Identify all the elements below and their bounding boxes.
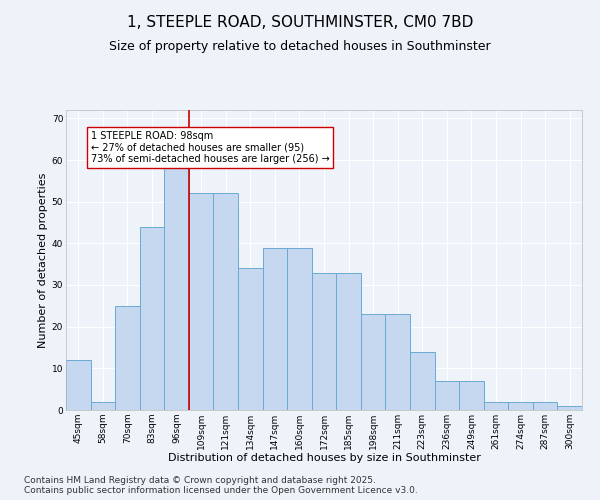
Bar (214, 194, 238, 410)
Bar (336, 272, 361, 410)
Bar (115, 306, 140, 410)
Bar (459, 381, 484, 410)
Bar (66, 360, 91, 410)
Bar (263, 248, 287, 410)
Bar (287, 248, 312, 410)
Bar (361, 314, 385, 410)
Bar (557, 406, 582, 410)
Y-axis label: Number of detached properties: Number of detached properties (38, 172, 47, 348)
Bar (312, 272, 336, 410)
Bar (189, 194, 214, 410)
Text: Contains HM Land Registry data © Crown copyright and database right 2025.
Contai: Contains HM Land Registry data © Crown c… (24, 476, 418, 495)
Bar (140, 226, 164, 410)
X-axis label: Distribution of detached houses by size in Southminster: Distribution of detached houses by size … (167, 454, 481, 464)
Bar (91, 402, 115, 410)
Bar (385, 314, 410, 410)
Bar (434, 381, 459, 410)
Text: 1 STEEPLE ROAD: 98sqm
← 27% of detached houses are smaller (95)
73% of semi-deta: 1 STEEPLE ROAD: 98sqm ← 27% of detached … (91, 131, 329, 164)
Bar (238, 268, 263, 410)
Bar (410, 352, 434, 410)
Text: Size of property relative to detached houses in Southminster: Size of property relative to detached ho… (109, 40, 491, 53)
Bar (508, 402, 533, 410)
Bar (533, 402, 557, 410)
Text: 1, STEEPLE ROAD, SOUTHMINSTER, CM0 7BD: 1, STEEPLE ROAD, SOUTHMINSTER, CM0 7BD (127, 15, 473, 30)
Bar (164, 164, 189, 410)
Bar (484, 402, 508, 410)
